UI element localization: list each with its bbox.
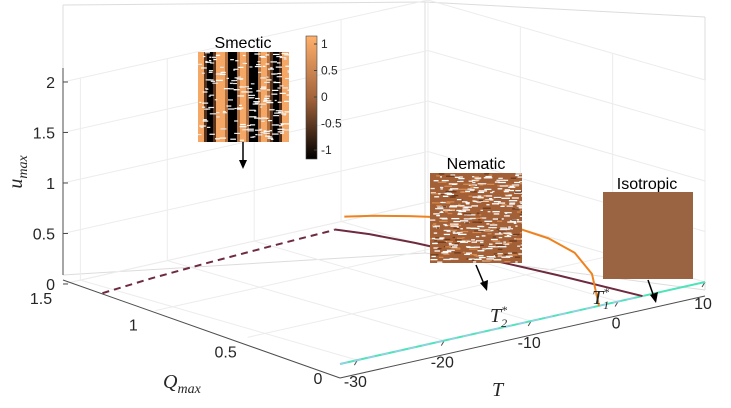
- y-tick-label: 0.5: [215, 344, 237, 361]
- colorbar-tick-label: 0: [321, 90, 328, 104]
- annotation-t2-star: T* 2: [490, 303, 507, 330]
- x-tick-label: 0: [612, 316, 621, 333]
- x-tick-label: -30: [344, 374, 367, 391]
- z-axis-label: umax: [5, 155, 31, 189]
- smectic-arrow-head: [239, 160, 247, 169]
- isotropic-arrow-head: [650, 292, 658, 303]
- z-tick-label: 0: [46, 277, 55, 294]
- series-line: [102, 228, 336, 295]
- z-tick-label: 1.5: [33, 126, 55, 143]
- smectic-title: Smectic: [215, 35, 272, 52]
- series-line: [339, 295, 645, 365]
- colorbar-tick-label: -0.5: [321, 117, 342, 131]
- x-axis-label: T: [492, 379, 505, 401]
- nematic-arrow-head: [480, 280, 488, 291]
- colorbar-tick-label: -1: [321, 143, 332, 157]
- isotropic-image: [603, 192, 693, 279]
- colorbar-tick-label: 1: [321, 37, 328, 51]
- x-tick-label: -20: [431, 355, 454, 372]
- smectic-inset: Smectic: [198, 35, 289, 169]
- x-tick-label: -10: [518, 335, 541, 352]
- annotation-t1-star: T* 1: [592, 285, 609, 312]
- x-tick-label: 10: [694, 296, 712, 313]
- isotropic-inset: Isotropic: [603, 176, 693, 303]
- y-tick-label: 1.5: [30, 291, 52, 308]
- z-tick-label: 0.5: [33, 227, 55, 244]
- z-tick-label: 1: [46, 176, 55, 193]
- nematic-image: [430, 173, 522, 263]
- isotropic-title: Isotropic: [617, 176, 677, 193]
- svg-text:umax: umax: [5, 155, 31, 189]
- smectic-colorbar: 1 0.5 0 -0.5 -1: [305, 35, 342, 160]
- z-tick-label: 2: [46, 75, 55, 92]
- smectic-image: [198, 52, 289, 142]
- axis-lines: [62, 68, 706, 379]
- nematic-title: Nematic: [447, 156, 506, 173]
- nematic-inset: Nematic: [430, 156, 522, 291]
- y-tick-label: 1: [129, 318, 138, 335]
- y-tick-label: 0: [314, 371, 323, 388]
- colorbar-tick-label: 0.5: [321, 64, 338, 78]
- nematic-arrow: [475, 264, 485, 285]
- y-axis-label: Qmax: [163, 371, 202, 397]
